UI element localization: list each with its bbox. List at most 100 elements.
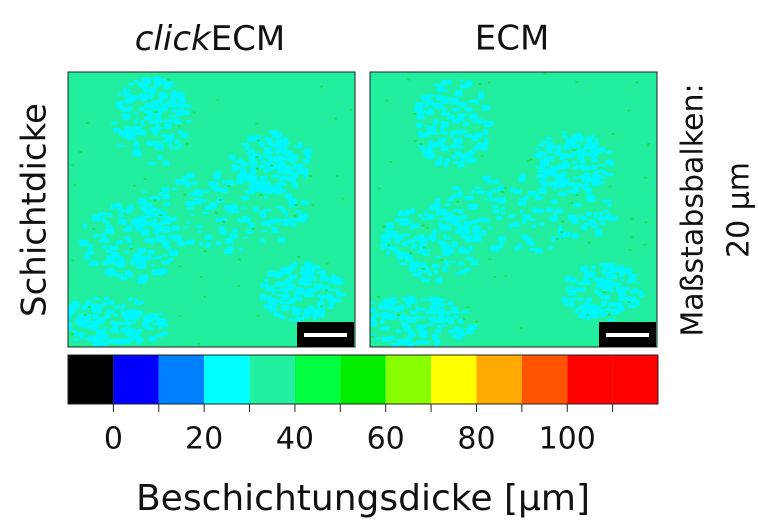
heatmap-cell [441, 146, 448, 151]
heatmap-cell [420, 95, 429, 98]
heatmap-cell [611, 263, 616, 265]
heatmap-cell [292, 158, 295, 163]
heatmap-cell [105, 221, 109, 223]
heatmap-cell [114, 314, 118, 317]
heatmap-cell [172, 90, 176, 94]
heatmap-cell [124, 127, 130, 132]
heatmap-cell [559, 191, 567, 196]
heatmap-cell [382, 314, 388, 320]
heatmap-cell [432, 334, 438, 340]
heatmap-cell [631, 236, 634, 238]
heatmap-cell [108, 268, 115, 273]
heatmap-cell [385, 99, 388, 101]
heatmap-cell [432, 265, 439, 268]
heatmap-cell [483, 105, 490, 110]
heatmap-cell [556, 174, 561, 178]
heatmap-cell [439, 218, 446, 220]
heatmap-cell [488, 227, 492, 230]
heatmap-cell [106, 225, 113, 228]
heatmap-cell [153, 129, 159, 133]
heatmap-cell [578, 313, 586, 319]
heatmap-cell [598, 164, 606, 166]
heatmap-cell [192, 112, 195, 114]
heatmap-cell [128, 83, 134, 86]
heatmap-cell [587, 196, 595, 202]
heatmap-cell [488, 258, 491, 260]
heatmap-cell [274, 132, 277, 134]
heatmap-cell [260, 239, 265, 243]
heatmap-cell [185, 143, 188, 145]
heatmap-cell [299, 280, 304, 286]
heatmap-cell [78, 319, 84, 325]
heatmap-cell [275, 299, 282, 302]
heatmap-cell [467, 257, 473, 261]
heatmap-cell [510, 187, 513, 192]
heatmap-cell [102, 238, 109, 242]
heatmap-cell [126, 310, 134, 313]
heatmap-cell [644, 177, 647, 179]
heatmap-cell [438, 303, 445, 307]
heatmap-cell [332, 274, 335, 279]
heatmap-cell [151, 264, 154, 267]
heatmap-cell [56, 314, 61, 317]
heatmap-cell [518, 201, 527, 205]
heatmap-cell [349, 109, 352, 111]
heatmap-cell [153, 199, 156, 201]
heatmap-cell [126, 239, 131, 243]
maps [49, 72, 657, 348]
x-tick-label: 100 [539, 422, 596, 457]
heatmap-cell [393, 307, 397, 309]
heatmap-cell [643, 244, 646, 246]
heatmap-cell [473, 226, 480, 232]
heatmap-cell [297, 256, 300, 258]
heatmap-cell [450, 131, 454, 137]
heatmap-cell [619, 272, 624, 277]
heatmap-cell [222, 180, 225, 184]
heatmap-cell [178, 130, 182, 134]
heatmap-cell [256, 168, 259, 170]
heatmap-cell [114, 305, 120, 309]
heatmap-cell [133, 320, 136, 323]
heatmap-cell [602, 172, 606, 174]
heatmap-cell [397, 252, 406, 257]
heatmap-cell [134, 112, 138, 114]
heatmap-cell [613, 268, 620, 271]
heatmap-cell [427, 128, 435, 133]
heatmap-cell [233, 204, 238, 208]
heatmap-cell [387, 317, 394, 319]
heatmap-cell [519, 177, 526, 182]
heatmap-cell [463, 122, 469, 126]
heatmap-cell [606, 274, 611, 277]
heatmap-cell [132, 151, 140, 156]
heatmap-cell [513, 222, 520, 227]
heatmap-cell [388, 336, 395, 340]
heatmap-cell [557, 145, 561, 151]
heatmap-cell [130, 328, 135, 331]
heatmap-cell [61, 317, 65, 322]
heatmap-cell [475, 321, 478, 323]
heatmap-cell [137, 279, 145, 285]
heatmap-cell [107, 338, 114, 343]
heatmap-cell [567, 190, 572, 193]
heatmap-cell [491, 199, 499, 202]
heatmap-cell [259, 176, 267, 180]
heatmap-cell [604, 272, 613, 275]
heatmap-cell [123, 313, 130, 316]
heatmap-cell [256, 156, 259, 158]
heatmap-cell [551, 200, 557, 204]
heatmap-cell [336, 293, 345, 296]
heatmap-cell [497, 216, 502, 220]
heatmap-cell [435, 343, 439, 347]
heatmap-cell [452, 216, 459, 219]
heatmap-cell [572, 144, 581, 148]
heatmap-cell [539, 187, 546, 190]
heatmap-cell [336, 175, 339, 177]
heatmap-cell [158, 268, 167, 274]
heatmap-cell [531, 224, 536, 227]
heatmap-cell [56, 308, 62, 314]
heatmap-cell [229, 234, 237, 239]
heatmap-cell [156, 123, 160, 128]
heatmap-cell [484, 137, 488, 143]
heatmap-cell [440, 113, 448, 115]
heatmap-cell [549, 246, 553, 249]
